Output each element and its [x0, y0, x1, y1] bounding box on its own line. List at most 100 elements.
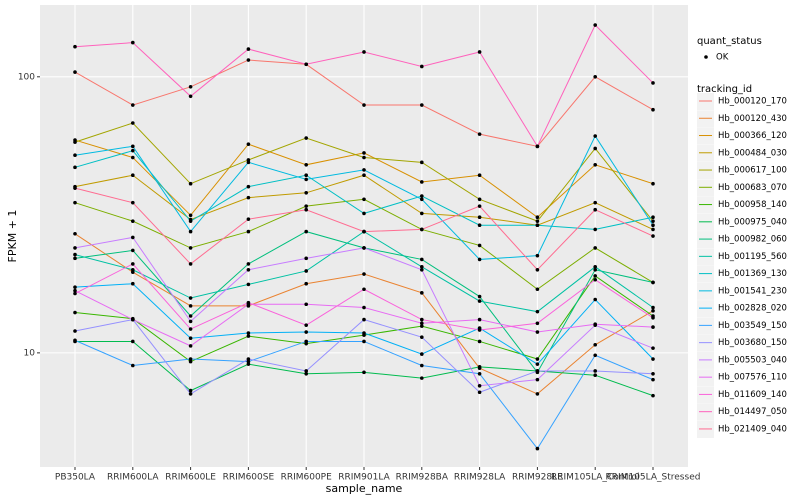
- data-point: [246, 142, 251, 146]
- data-point: [362, 50, 366, 54]
- data-point: [651, 219, 655, 223]
- data-point: [651, 371, 655, 376]
- data-point: [188, 327, 193, 331]
- data-point: [73, 252, 77, 257]
- legend-label: Hb_007576_110: [718, 373, 787, 383]
- legend-label: Hb_001541_230: [718, 286, 787, 296]
- data-point: [477, 383, 482, 388]
- data-point: [73, 246, 77, 250]
- data-point: [131, 317, 135, 322]
- data-point: [420, 317, 424, 322]
- data-point: [477, 339, 482, 344]
- data-point: [535, 287, 540, 292]
- data-point: [188, 219, 193, 223]
- data-point: [131, 235, 135, 240]
- legend-label: Hb_000120_170: [718, 97, 787, 107]
- data-point: [131, 40, 135, 45]
- legend-label: Hb_021409_040: [718, 424, 787, 434]
- data-point: [188, 84, 193, 89]
- data-point: [420, 257, 424, 262]
- data-point: [304, 330, 309, 334]
- data-point: [304, 204, 309, 208]
- data-point: [477, 243, 482, 248]
- data-point: [304, 269, 309, 273]
- data-point: [593, 162, 597, 167]
- legend-label: Hb_001195_560: [718, 252, 787, 262]
- data-point: [131, 267, 135, 272]
- data-point: [362, 370, 366, 375]
- data-point: [593, 373, 597, 378]
- data-point: [651, 227, 655, 232]
- data-point: [362, 331, 366, 335]
- data-point: [304, 369, 309, 373]
- data-point: [651, 315, 655, 320]
- data-point: [304, 136, 309, 140]
- data-point: [304, 207, 309, 212]
- data-point: [593, 74, 597, 79]
- data-point: [246, 217, 251, 221]
- data-point: [304, 371, 309, 376]
- data-point: [477, 215, 482, 220]
- data-point: [246, 300, 251, 305]
- data-point: [420, 211, 424, 216]
- data-point: [73, 44, 77, 49]
- data-point: [73, 291, 77, 296]
- x-tick-label: RRIM105LA_Control: [551, 473, 640, 483]
- x-axis-title: sample_name: [326, 482, 403, 495]
- data-point: [131, 200, 135, 205]
- data-point: [188, 357, 193, 361]
- data-point: [477, 390, 482, 395]
- data-point: [246, 229, 251, 234]
- data-point: [477, 132, 482, 136]
- data-point: [73, 310, 77, 315]
- data-point: [304, 177, 309, 182]
- data-point: [188, 314, 193, 318]
- legend-label: Hb_000958_140: [718, 200, 787, 210]
- data-point: [535, 357, 540, 361]
- data-point: [420, 197, 424, 202]
- legend-label: Hb_000975_040: [718, 217, 787, 227]
- data-point: [651, 107, 655, 112]
- data-point: [246, 47, 251, 51]
- data-point: [73, 338, 77, 343]
- data-point: [593, 342, 597, 347]
- y-tick-label: 10: [24, 348, 36, 358]
- data-point: [420, 291, 424, 295]
- legend-label: Hb_003680_150: [718, 338, 787, 348]
- data-point: [362, 155, 366, 160]
- data-point: [188, 213, 193, 218]
- data-point: [246, 160, 251, 165]
- data-point: [535, 321, 540, 326]
- data-point: [477, 365, 482, 369]
- data-point: [651, 215, 655, 220]
- data-point: [304, 281, 309, 286]
- data-point: [73, 285, 77, 289]
- data-point: [651, 325, 655, 329]
- data-point: [131, 339, 135, 344]
- data-point: [131, 248, 135, 253]
- legend-label: Hb_000484_030: [718, 148, 787, 158]
- data-point: [188, 359, 193, 364]
- x-tick-label: RRIM928LA: [454, 473, 506, 483]
- data-point: [420, 180, 424, 184]
- data-point: [477, 299, 482, 303]
- data-point: [593, 200, 597, 205]
- legend-label: Hb_003549_150: [718, 321, 787, 331]
- legend-shape: [704, 55, 708, 59]
- data-point: [651, 181, 655, 186]
- data-point: [131, 144, 135, 149]
- legend-label: Hb_005503_040: [718, 355, 787, 365]
- data-point: [362, 272, 366, 276]
- data-point: [304, 339, 309, 344]
- data-point: [420, 352, 424, 356]
- color-legend-title: tracking_id: [697, 84, 752, 95]
- data-point: [535, 267, 540, 272]
- x-tick-label: RRIM901LA: [338, 473, 390, 483]
- data-point: [304, 62, 309, 67]
- data-point: [73, 288, 77, 293]
- legend-label: Hb_002828_020: [718, 304, 787, 314]
- data-point: [188, 296, 193, 300]
- data-point: [362, 287, 366, 292]
- data-point: [593, 134, 597, 138]
